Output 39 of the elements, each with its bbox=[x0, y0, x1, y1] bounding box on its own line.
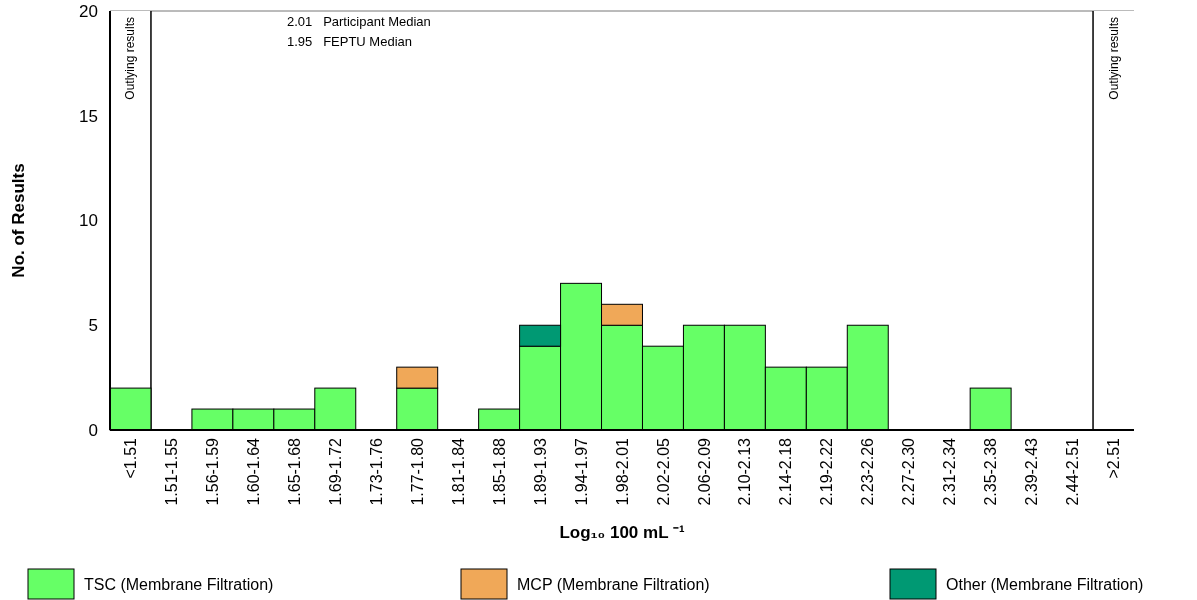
x-tick-label: 1.73-1.76 bbox=[367, 437, 385, 506]
legend-label: Other (Membrane Filtration) bbox=[946, 575, 1144, 593]
y-tick-label: 15 bbox=[79, 106, 98, 126]
annotation: 1.95 FEPTU Median bbox=[287, 34, 412, 49]
x-tick-label: 1.65-1.68 bbox=[285, 437, 303, 506]
legend-label: MCP (Membrane Filtration) bbox=[517, 575, 710, 593]
x-tick-label: 1.77-1.80 bbox=[408, 437, 426, 506]
y-axis-title: No. of Results bbox=[9, 163, 28, 278]
x-tick-label: 1.60-1.64 bbox=[244, 437, 262, 506]
x-tick-label: 1.81-1.84 bbox=[449, 437, 467, 506]
x-tick-label: 1.89-1.93 bbox=[531, 437, 549, 506]
band-label: Outlying results bbox=[1106, 17, 1121, 100]
y-tick-label: 5 bbox=[88, 316, 98, 336]
x-tick-label: 2.02-2.05 bbox=[654, 437, 672, 506]
x-tick-label: 1.94-1.97 bbox=[572, 437, 590, 506]
y-tick-label: 0 bbox=[88, 420, 98, 440]
x-axis-title: Log₁₀ 100 mL ⁻¹ bbox=[559, 523, 685, 542]
y-tick-label: 10 bbox=[79, 211, 98, 231]
band-label: Outlying results bbox=[123, 17, 138, 100]
x-tick-label: 1.98-2.01 bbox=[613, 437, 631, 506]
y-tick-label: 20 bbox=[79, 1, 98, 21]
x-tick-label: 1.51-1.55 bbox=[163, 437, 181, 506]
x-tick-label: 2.19-2.22 bbox=[818, 437, 836, 506]
x-tick-label: >2.51 bbox=[1105, 437, 1123, 479]
x-tick-label: 2.27-2.30 bbox=[900, 437, 918, 506]
annotation: 2.01 Participant Median bbox=[287, 14, 431, 29]
x-tick-label: 1.85-1.88 bbox=[490, 437, 508, 506]
x-tick-label: 2.06-2.09 bbox=[695, 437, 713, 506]
x-tick-label: 1.69-1.72 bbox=[326, 437, 344, 506]
x-tick-label: 2.35-2.38 bbox=[982, 437, 1000, 506]
x-tick-label: 2.44-2.51 bbox=[1064, 437, 1082, 506]
x-tick-label: 2.39-2.43 bbox=[1023, 437, 1041, 506]
x-tick-label: 2.23-2.26 bbox=[859, 437, 877, 506]
x-tick-label: 2.14-2.18 bbox=[777, 437, 795, 506]
x-tick-label: 1.56-1.59 bbox=[204, 437, 221, 506]
x-tick-label: 2.31-2.34 bbox=[941, 437, 959, 506]
x-tick-label: <1.51 bbox=[122, 437, 140, 479]
legend-label: TSC (Membrane Filtration) bbox=[84, 575, 274, 593]
x-tick-label: 2.10-2.13 bbox=[736, 437, 754, 506]
